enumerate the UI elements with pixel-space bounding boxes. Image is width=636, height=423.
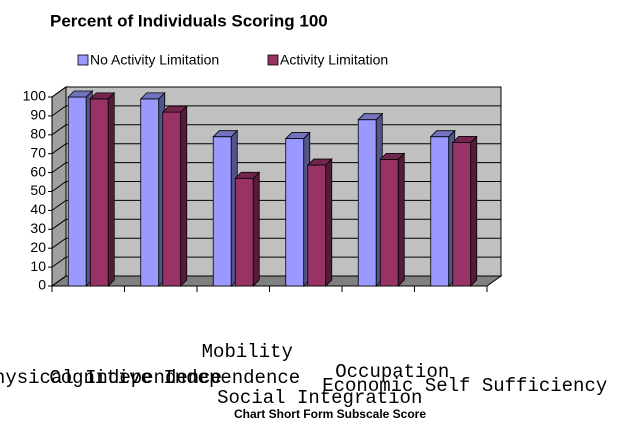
y-tick-label: 0 xyxy=(38,277,46,293)
bar-side xyxy=(107,91,115,287)
bar-top xyxy=(451,135,478,143)
x-tick-label: Physical Independence xyxy=(0,367,222,389)
bar xyxy=(89,98,109,287)
bar xyxy=(452,141,472,287)
grid-line xyxy=(51,105,501,117)
y-tick-label: 30 xyxy=(30,220,46,236)
x-axis-title: Chart Short Form Subscale Score xyxy=(234,407,426,421)
bar xyxy=(234,177,254,287)
legend-swatch xyxy=(267,54,279,66)
bar xyxy=(285,138,305,287)
bar xyxy=(162,111,182,287)
legend-swatch xyxy=(77,54,89,66)
bar xyxy=(140,98,160,287)
bar-side xyxy=(470,135,478,287)
y-tick-label: 50 xyxy=(30,182,46,198)
bar-top xyxy=(67,90,94,98)
grid-line xyxy=(51,256,501,268)
bar xyxy=(430,136,450,287)
legend-label: Activity Limitation xyxy=(280,52,388,68)
bar xyxy=(212,136,232,287)
grid-line xyxy=(51,86,501,98)
x-tick-label: Occupation xyxy=(335,361,449,383)
x-tick-label: Social Integration xyxy=(217,387,422,409)
bar-top xyxy=(139,92,166,100)
bar xyxy=(67,96,87,287)
bar-side xyxy=(397,152,405,287)
bar-side xyxy=(325,158,333,287)
bar-top xyxy=(161,105,188,113)
grid-line xyxy=(51,181,501,192)
bar-top xyxy=(429,130,456,138)
x-tick-label: Economic Self Sufficiency xyxy=(322,375,607,397)
bar xyxy=(307,164,327,287)
y-tick-label: 10 xyxy=(30,258,46,274)
grid-line xyxy=(51,162,501,174)
legend-label: No Activity Limitation xyxy=(90,52,219,68)
x-tick-label: Mobility xyxy=(202,341,293,363)
bar xyxy=(357,119,377,287)
bar-side xyxy=(252,171,260,287)
bar-top xyxy=(357,113,384,121)
y-tick-label: 20 xyxy=(30,239,46,255)
y-tick-label: 100 xyxy=(23,88,47,104)
grid-line xyxy=(51,124,501,136)
grid-line xyxy=(51,218,501,230)
bar xyxy=(379,158,399,287)
grid-line xyxy=(51,237,501,249)
y-tick-label: 60 xyxy=(30,163,46,179)
x-tick-label: Cognitive Independence xyxy=(49,367,300,389)
bar-top xyxy=(89,92,116,100)
bar-top xyxy=(234,171,261,179)
bar-top xyxy=(212,130,239,138)
grid-line xyxy=(51,143,501,155)
chart-title: Percent of Individuals Scoring 100 xyxy=(50,11,328,30)
bar-side xyxy=(180,105,188,287)
bar-top xyxy=(379,152,406,160)
y-tick-label: 40 xyxy=(30,201,46,217)
bar-top xyxy=(306,158,333,166)
y-tick-label: 70 xyxy=(30,144,46,160)
y-tick-label: 80 xyxy=(30,126,46,142)
bar-top xyxy=(284,132,311,139)
grid-line xyxy=(51,275,501,287)
y-tick-label: 90 xyxy=(30,107,46,123)
grid-line xyxy=(51,199,501,211)
